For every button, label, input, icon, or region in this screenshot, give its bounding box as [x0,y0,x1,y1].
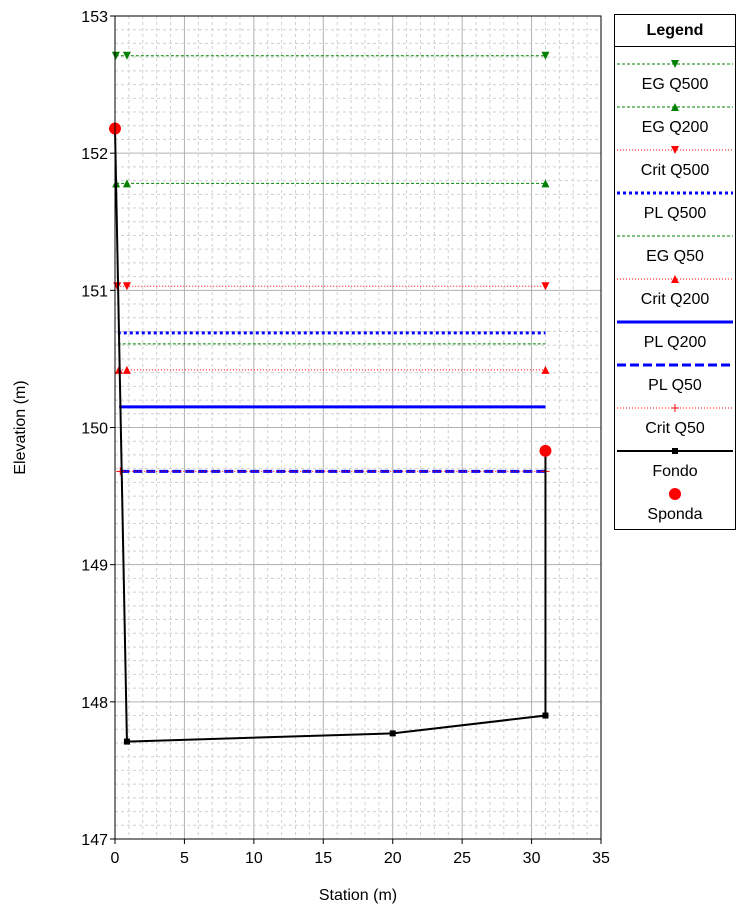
legend-label: EG Q500 [641,76,709,93]
y-tick-label: 149 [81,558,108,575]
y-tick-label: 147 [81,832,108,849]
y-tick-label: 148 [81,695,108,712]
legend-swatch-pl-q500 [617,191,733,195]
legend-entry-crit-q200: Crit Q200 [615,271,735,314]
x-tick-label: 0 [111,850,120,867]
data-point-crit-q500 [122,282,131,291]
y-axis-title: Elevation (m) [12,380,29,474]
series-layer [109,51,552,745]
data-point-crit-q50 [116,467,125,476]
data-point-fondo [542,712,549,719]
legend-swatch-eg-q200 [617,103,733,111]
legend-label: PL Q50 [648,377,702,394]
data-point-crit-q500 [541,282,550,291]
legend-label: Crit Q50 [645,420,705,437]
legend-entry-pl-q50: PL Q50 [615,357,735,400]
legend-entry-eg-q50: EG Q50 [615,228,735,271]
legend-label: Crit Q500 [640,162,710,179]
y-tick-label: 150 [81,421,108,438]
data-point-sponda [539,444,552,457]
legend-title: Legend [615,15,735,47]
legend-entry-crit-q500: Crit Q500 [615,142,735,185]
y-tick-label: 153 [81,9,108,26]
series-crit-q500 [113,282,550,291]
legend-label: EG Q200 [641,119,709,136]
legend-marker-crit-q200 [671,275,679,283]
legend-swatch-eg-q50 [617,235,733,237]
x-tick-label: 25 [453,850,471,867]
data-point-eg-q500 [122,51,131,60]
legend-label: EG Q50 [646,248,704,265]
legend-swatch-crit-q500 [617,146,733,154]
x-tick-label: 30 [523,850,541,867]
legend-swatch-sponda [669,488,681,500]
legend: Legend EG Q500 EG Q200 Crit Q500 PL Q500 EG … [614,14,736,530]
legend-marker-sponda [669,488,681,500]
data-point-crit-q200 [541,365,550,374]
legend-marker-eg-q200 [671,103,679,111]
legend-entry-pl-q500: PL Q500 [615,185,735,228]
x-tick-label: 15 [314,850,332,867]
data-point-eg-q200 [541,179,550,188]
legend-entry-fondo: Fondo [615,443,735,486]
legend-marker-crit-q500 [671,146,679,154]
legend-swatch-crit-q50 [617,404,733,412]
legend-label: PL Q200 [643,334,707,351]
legend-swatch-eg-q500 [617,60,733,68]
x-tick-label: 10 [245,850,263,867]
series-fondo [112,125,549,745]
legend-swatch-fondo [617,448,733,454]
legend-entry-crit-q50: Crit Q50 [615,400,735,443]
legend-swatch-crit-q200 [617,275,733,283]
legend-label: Crit Q200 [640,291,710,308]
data-point-fondo [123,738,130,745]
x-tick-label: 35 [592,850,610,867]
legend-marker-crit-q50 [671,404,679,412]
x-axis-title: Station (m) [319,887,397,904]
legend-label: Fondo [652,463,698,480]
series-line-fondo [114,128,547,743]
legend-label: Sponda [647,506,703,523]
legend-marker-eg-q500 [671,60,679,68]
data-point-eg-q500 [111,51,120,60]
ticks: 0 5 10 15 20 25 30 35 147 148 149 150 151 152 153 [81,9,610,867]
data-point-eg-q200 [122,179,131,188]
grid [114,15,602,840]
legend-swatch-pl-q200 [617,320,733,324]
data-point-eg-q500 [541,51,550,60]
legend-swatch-pl-q50 [617,363,733,367]
x-tick-label: 5 [180,850,189,867]
legend-entry-sponda: Sponda [615,486,735,529]
legend-marker-fondo [672,448,678,454]
y-tick-label: 152 [81,146,108,163]
series-eg-q500 [111,51,550,60]
data-point-fondo [389,730,396,737]
y-tick-label: 151 [81,283,108,300]
data-point-crit-q200 [122,365,131,374]
legend-entry-eg-q500: EG Q500 [615,56,735,99]
x-tick-label: 20 [384,850,402,867]
legend-entry-eg-q200: EG Q200 [615,99,735,142]
legend-entry-pl-q200: PL Q200 [615,314,735,357]
legend-label: PL Q500 [643,205,707,222]
